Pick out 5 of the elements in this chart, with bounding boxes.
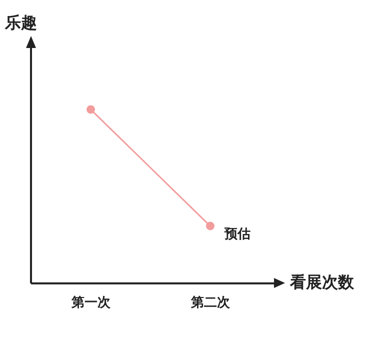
x-axis-title: 看展次数 [289, 272, 355, 292]
x-tick-label: 第一次 [70, 296, 112, 311]
y-axis-title: 乐趣 [4, 13, 37, 32]
series-label: 预估 [223, 226, 250, 242]
x-tick-label: 第二次 [190, 296, 231, 311]
